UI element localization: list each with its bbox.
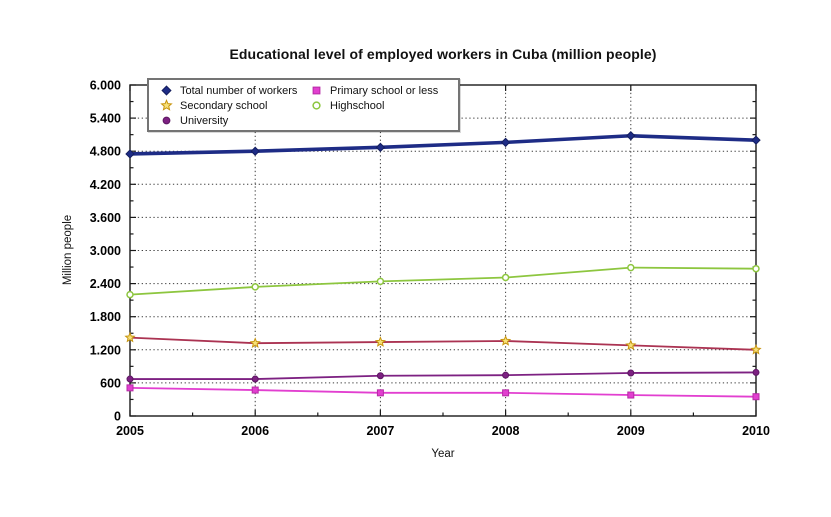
- series-line-primary-school-or-less: [129, 386, 757, 398]
- legend-item-primary-school: Primary school or less: [309, 83, 438, 98]
- legend-label: Secondary school: [180, 99, 268, 112]
- y-tick-label: 1.200: [90, 343, 121, 357]
- legend-item-university: University: [159, 113, 309, 128]
- y-tick-label: 3.600: [90, 211, 121, 225]
- chart-title: Educational level of employed workers in…: [229, 46, 657, 62]
- x-tick-label: 2010: [742, 424, 770, 438]
- legend-column-2: Primary school or less Highschool: [309, 83, 438, 130]
- y-tick-label: 600: [100, 376, 121, 390]
- series-line-highschool: [129, 266, 757, 296]
- y-tick-label: 6.000: [90, 79, 121, 93]
- x-tick-label: 2008: [492, 424, 520, 438]
- series-secondary-school: [124, 331, 762, 355]
- y-tick-label: 5.400: [90, 112, 121, 126]
- series-highschool: [126, 263, 760, 299]
- circle-marker-icon: [159, 114, 174, 127]
- legend-box: Total number of workers Secondary school…: [147, 78, 460, 132]
- star-marker-icon: [159, 99, 174, 112]
- diamond-marker-icon: [159, 84, 174, 97]
- x-axis-label: Year: [431, 448, 455, 460]
- x-tick-label: 2005: [116, 424, 144, 438]
- x-tick-label: 2006: [241, 424, 269, 438]
- series-line-university: [129, 371, 757, 380]
- series-line-total-number-of-workers: [128, 133, 758, 156]
- y-tick-label: 1.800: [90, 310, 121, 324]
- x-tick-label: 2007: [366, 424, 394, 438]
- legend-label: Highschool: [330, 99, 385, 112]
- x-tick-labels: 2005 2006 2007 2008 2009 2010: [116, 424, 770, 438]
- y-axis-label: Million people: [62, 214, 74, 286]
- legend-column-1: Total number of workers Secondary school…: [159, 83, 309, 130]
- series-university: [126, 368, 760, 383]
- y-tick-label: 0: [114, 410, 121, 424]
- legend-label: Total number of workers: [180, 84, 298, 97]
- x-tick-label: 2009: [617, 424, 645, 438]
- series-primary-school-or-less: [126, 384, 760, 401]
- y-tick-labels: 0 600 1.200 1.800 2.400 3.000 3.600 4.200 4.800 5…: [90, 79, 121, 424]
- open-circle-marker-icon: [309, 99, 324, 112]
- legend-item-highschool: Highschool: [309, 98, 438, 113]
- legend-item-total-workers: Total number of workers: [159, 83, 309, 98]
- y-tick-label: 4.200: [90, 178, 121, 192]
- legend-item-secondary-school: Secondary school: [159, 98, 309, 113]
- grid: [130, 85, 756, 416]
- square-marker-icon: [309, 84, 324, 97]
- y-tick-label: 2.400: [90, 277, 121, 291]
- legend-label: University: [180, 114, 229, 127]
- series-line-secondary-school: [129, 336, 757, 351]
- legend-label: Primary school or less: [330, 84, 439, 97]
- series-total-number-of-workers: [125, 131, 761, 159]
- y-tick-label: 3.000: [90, 244, 121, 258]
- y-tick-label: 4.800: [90, 145, 121, 159]
